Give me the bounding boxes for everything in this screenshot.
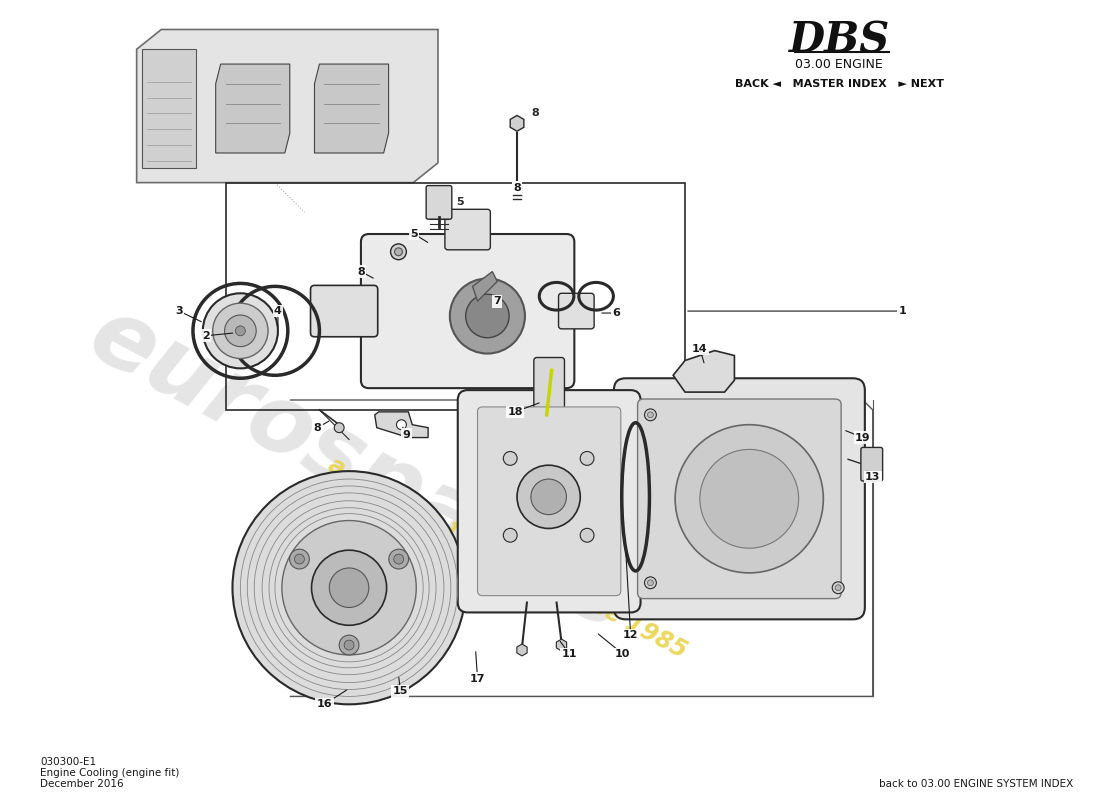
Circle shape [465, 294, 509, 338]
Circle shape [580, 451, 594, 466]
Text: 6: 6 [612, 308, 619, 318]
Circle shape [504, 451, 517, 466]
Text: 4: 4 [274, 306, 282, 316]
Polygon shape [673, 350, 735, 392]
Text: 5: 5 [410, 229, 418, 239]
Text: 7: 7 [494, 296, 502, 306]
Bar [142, 50, 196, 168]
Text: 8: 8 [314, 422, 321, 433]
Circle shape [282, 521, 416, 655]
Circle shape [232, 471, 465, 704]
FancyBboxPatch shape [310, 286, 377, 337]
Circle shape [835, 585, 842, 590]
Circle shape [396, 420, 406, 430]
FancyBboxPatch shape [477, 407, 620, 596]
Text: 9: 9 [403, 430, 410, 439]
Circle shape [700, 450, 799, 548]
Polygon shape [510, 115, 524, 131]
Text: 8: 8 [358, 266, 365, 277]
Text: 17: 17 [470, 674, 485, 684]
Polygon shape [315, 64, 388, 153]
Circle shape [388, 549, 408, 569]
Circle shape [648, 412, 653, 418]
Text: Engine Cooling (engine fit): Engine Cooling (engine fit) [41, 768, 179, 778]
FancyBboxPatch shape [614, 378, 865, 619]
Circle shape [224, 315, 256, 346]
Text: 12: 12 [623, 630, 638, 640]
Circle shape [645, 577, 657, 589]
Polygon shape [216, 64, 289, 153]
Circle shape [833, 582, 844, 594]
Text: BACK ◄   MASTER INDEX   ► NEXT: BACK ◄ MASTER INDEX ► NEXT [735, 79, 944, 89]
Circle shape [648, 580, 653, 586]
Circle shape [311, 550, 386, 626]
FancyBboxPatch shape [426, 186, 452, 219]
Circle shape [212, 303, 268, 358]
Polygon shape [375, 412, 428, 438]
Circle shape [580, 528, 594, 542]
Text: 2: 2 [202, 330, 210, 341]
Circle shape [390, 244, 406, 260]
FancyBboxPatch shape [444, 210, 491, 250]
Circle shape [675, 425, 823, 573]
Circle shape [344, 640, 354, 650]
Text: December 2016: December 2016 [41, 779, 124, 789]
FancyBboxPatch shape [559, 294, 594, 329]
Text: back to 03.00 ENGINE SYSTEM INDEX: back to 03.00 ENGINE SYSTEM INDEX [879, 779, 1072, 789]
Polygon shape [557, 639, 566, 651]
Polygon shape [136, 30, 438, 182]
Text: a passion for parts since 1985: a passion for parts since 1985 [323, 453, 691, 663]
Text: 3: 3 [175, 306, 183, 316]
FancyBboxPatch shape [534, 358, 564, 418]
Bar [226, 182, 685, 410]
Text: 10: 10 [615, 649, 630, 659]
Text: 13: 13 [865, 472, 880, 482]
FancyBboxPatch shape [458, 390, 640, 613]
FancyBboxPatch shape [361, 234, 574, 388]
Text: 030300-E1: 030300-E1 [41, 757, 97, 767]
Text: 15: 15 [393, 686, 408, 697]
Circle shape [339, 635, 359, 655]
Text: eurospares: eurospares [74, 288, 645, 650]
Text: 16: 16 [317, 699, 332, 710]
Circle shape [394, 554, 404, 564]
Circle shape [289, 549, 309, 569]
Text: 11: 11 [562, 649, 578, 659]
Text: 8: 8 [532, 109, 540, 118]
Circle shape [295, 554, 305, 564]
Polygon shape [473, 271, 497, 301]
Circle shape [450, 278, 525, 354]
Text: 03.00 ENGINE: 03.00 ENGINE [795, 58, 883, 70]
Text: 14: 14 [692, 344, 707, 354]
Circle shape [531, 479, 566, 514]
Circle shape [645, 409, 657, 421]
Text: 5: 5 [455, 198, 463, 207]
Circle shape [334, 422, 344, 433]
Circle shape [329, 568, 368, 607]
Text: DBS: DBS [789, 19, 890, 62]
Text: 18: 18 [507, 407, 522, 417]
FancyBboxPatch shape [861, 447, 882, 481]
Circle shape [395, 248, 403, 256]
Text: 19: 19 [855, 433, 871, 442]
Text: 8: 8 [514, 182, 521, 193]
Circle shape [517, 466, 581, 529]
FancyBboxPatch shape [638, 399, 842, 598]
Polygon shape [517, 644, 527, 656]
Text: 1: 1 [899, 306, 906, 316]
Circle shape [202, 294, 278, 368]
Circle shape [504, 528, 517, 542]
Circle shape [235, 326, 245, 336]
